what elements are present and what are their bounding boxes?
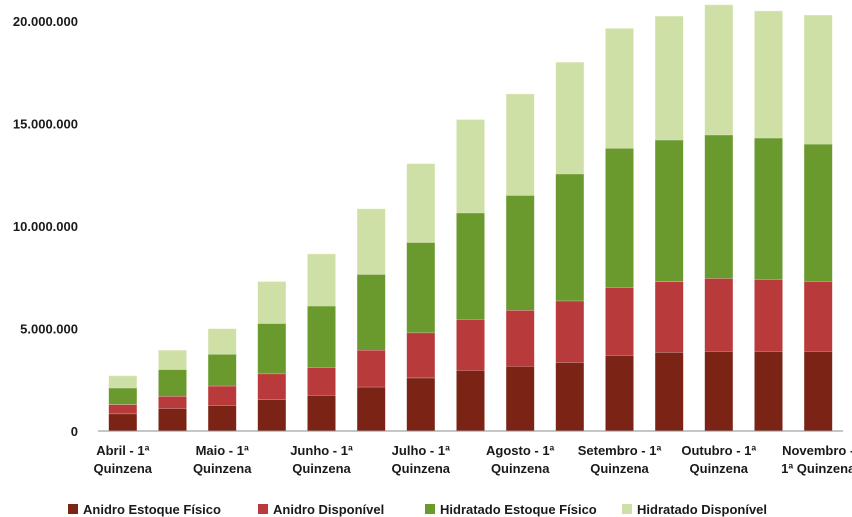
bar-segment-series-2-bar-8 (506, 195, 535, 311)
bar-segment-series-2-bar-3 (257, 323, 286, 374)
bar-segment-series-0-bar-12 (704, 351, 733, 431)
bar-segment-series-0-bar-4 (307, 395, 336, 431)
bar-segment-series-1-bar-2 (208, 385, 237, 406)
y-tick-label: 10.000.000 (13, 219, 78, 234)
bar-segment-series-2-bar-13 (754, 137, 783, 280)
bar-segment-series-2-bar-2 (208, 354, 237, 386)
legend-label: Hidratado Disponível (637, 502, 767, 517)
x-category-label: Junho - 1ª (290, 443, 353, 458)
bar-segment-series-0-bar-8 (506, 366, 535, 431)
bar-segment-series-3-bar-8 (506, 93, 535, 196)
y-tick-label: 0 (71, 424, 78, 439)
bar-segment-series-1-bar-14 (804, 281, 833, 352)
bar-segment-series-0-bar-13 (754, 351, 783, 431)
bar-segment-series-0-bar-3 (257, 399, 286, 431)
legend-label: Anidro Estoque Físico (83, 502, 221, 517)
x-category-label: Maio - 1ª (196, 443, 249, 458)
bar-segment-series-3-bar-7 (456, 119, 485, 213)
bar-segment-series-0-bar-6 (406, 377, 435, 431)
bar-segment-series-2-bar-6 (406, 242, 435, 333)
y-tick-label: 15.000.000 (13, 117, 78, 132)
bar-segment-series-0-bar-2 (208, 405, 237, 431)
bar-segment-series-1-bar-7 (456, 319, 485, 371)
legend-swatch (258, 504, 268, 514)
bar-segment-series-3-bar-3 (257, 281, 286, 324)
legend: Anidro Estoque Físico Anidro Disponível Hi… (68, 502, 767, 517)
bar-segment-series-3-bar-12 (704, 4, 733, 135)
bar-segment-series-3-bar-6 (406, 163, 435, 243)
legend-swatch (425, 504, 435, 514)
bar-segment-series-1-bar-10 (605, 287, 634, 356)
bar-segment-series-1-bar-11 (655, 281, 684, 353)
legend-swatch (622, 504, 632, 514)
bar-segment-series-1-bar-1 (158, 396, 187, 409)
bar-segment-series-0-bar-10 (605, 355, 634, 431)
bar-segment-series-3-bar-10 (605, 28, 634, 149)
bar-segment-series-3-bar-2 (208, 328, 237, 355)
bar-segment-series-2-bar-5 (357, 274, 386, 350)
x-category-label: Quinzena (292, 461, 351, 476)
x-category-label: Quinzena (491, 461, 550, 476)
bar-segment-series-2-bar-12 (704, 134, 733, 279)
x-category-label: Setembro - 1ª (578, 443, 662, 458)
bar-segment-series-2-bar-1 (158, 369, 187, 397)
bar-segment-series-3-bar-5 (357, 208, 386, 275)
x-category-label: Novembro - (782, 443, 852, 458)
bar-segment-series-1-bar-8 (506, 310, 535, 367)
bar-segment-series-0-bar-9 (555, 362, 584, 431)
x-category-label: Quinzena (193, 461, 252, 476)
y-tick-label: 20.000.000 (13, 14, 78, 29)
x-category-label: Julho - 1ª (392, 443, 450, 458)
bar-segment-series-3-bar-9 (555, 62, 584, 174)
bar-segment-series-3-bar-4 (307, 253, 336, 306)
legend-label: Hidratado Estoque Físico (440, 502, 597, 517)
x-category-label: Abril - 1ª (96, 443, 149, 458)
legend-label: Anidro Disponível (273, 502, 384, 517)
bar-segment-series-1-bar-0 (108, 404, 137, 414)
x-category-label: Quinzena (392, 461, 451, 476)
bar-segment-series-2-bar-10 (605, 148, 634, 288)
bar-segment-series-0-bar-0 (108, 413, 137, 431)
bar-segment-series-1-bar-3 (257, 373, 286, 400)
bar-segment-series-3-bar-14 (804, 14, 833, 145)
y-axis-labels: 0 5.000.000 10.000.000 15.000.000 20.000.000 (13, 14, 78, 439)
bar-segment-series-0-bar-14 (804, 351, 833, 431)
bar-segment-series-3-bar-13 (754, 10, 783, 138)
x-axis-labels: Abril - 1ª Quinzena Maio - 1ª Quinzena Junho… (94, 443, 852, 476)
bar-segment-series-0-bar-5 (357, 386, 386, 431)
bar-segment-series-2-bar-0 (108, 387, 137, 405)
bar-segment-series-2-bar-4 (307, 305, 336, 368)
bar-segment-series-1-bar-6 (406, 332, 435, 378)
y-tick-label: 5.000.000 (20, 322, 78, 337)
bar-segment-series-2-bar-11 (655, 139, 684, 282)
bar-segment-series-1-bar-5 (357, 350, 386, 387)
bar-segment-series-1-bar-12 (704, 278, 733, 352)
bar-segment-series-3-bar-11 (655, 15, 684, 140)
bar-segment-series-3-bar-1 (158, 350, 187, 370)
bar-segment-series-0-bar-7 (456, 370, 485, 431)
x-category-label: Quinzena (690, 461, 749, 476)
bar-segment-series-1-bar-4 (307, 367, 336, 396)
x-category-label: Quinzena (590, 461, 649, 476)
bar-segment-series-1-bar-13 (754, 279, 783, 352)
bar-segment-series-2-bar-9 (555, 173, 584, 301)
x-category-label: Agosto - 1ª (486, 443, 555, 458)
bar-segment-series-1-bar-9 (555, 300, 584, 363)
bars (108, 4, 833, 431)
bar-segment-series-2-bar-7 (456, 212, 485, 320)
bar-segment-series-3-bar-0 (108, 375, 137, 388)
x-category-label: 1ª Quinzena (781, 461, 852, 476)
legend-swatch (68, 504, 78, 514)
bar-segment-series-0-bar-1 (158, 408, 187, 431)
bar-segment-series-2-bar-14 (804, 144, 833, 282)
x-category-label: Outubro - 1ª (681, 443, 756, 458)
bar-segment-series-0-bar-11 (655, 352, 684, 431)
x-category-label: Quinzena (94, 461, 153, 476)
